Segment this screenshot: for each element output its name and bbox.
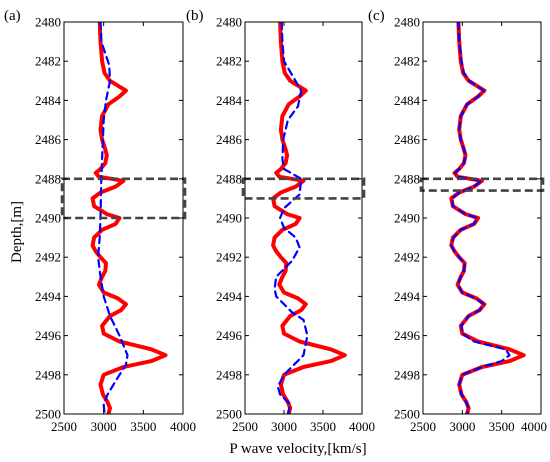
- x-axis-label: P wave velocity,[km/s]: [229, 441, 366, 457]
- y-tick-label: 2484: [35, 93, 62, 108]
- y-tick-label: 2488: [394, 171, 420, 186]
- x-tick-label: 3500: [489, 419, 515, 434]
- y-tick-label: 2482: [394, 54, 420, 69]
- x-tick-label: 2500: [410, 419, 436, 434]
- x-tick-label: 3000: [271, 419, 297, 434]
- y-tick-label: 2486: [216, 132, 243, 147]
- series-group: [271, 22, 347, 414]
- y-tick-label: 2498: [394, 367, 420, 382]
- x-tick-label: 4000: [170, 419, 196, 434]
- y-tick-label: 2482: [35, 54, 61, 69]
- x-tick-label: 3500: [310, 419, 336, 434]
- y-tick-label: 2488: [216, 171, 242, 186]
- y-tick-label: 2484: [216, 93, 243, 108]
- panel-1: 2480 2482 2484 2486 2488 2490 2492 2494 2496 2498…: [4, 8, 196, 434]
- y-tick-label: 2490: [35, 211, 61, 226]
- y-tick-label: 2484: [394, 93, 421, 108]
- y-tick-label: 2494: [35, 289, 62, 304]
- y-tick-label: 2496: [216, 328, 243, 343]
- x-tick-label: 4000: [521, 419, 547, 434]
- panel-label: (a): [4, 8, 21, 24]
- panels: 2480 2482 2484 2486 2488 2490 2492 2494 2496 2498…: [4, 8, 547, 434]
- y-tick-label: 2494: [216, 289, 243, 304]
- panel-3: 2480 2482 2484 2486 2488 2490 2492 2494 2496 2498…: [368, 8, 547, 434]
- series-group: [90, 22, 168, 414]
- y-tick-label: 2486: [35, 132, 62, 147]
- x-tick-label: 4000: [349, 419, 375, 434]
- y-tick-label: 2496: [35, 328, 62, 343]
- y-tick-label: 2490: [216, 211, 242, 226]
- y-axis-label: Depth,[m]: [9, 201, 25, 263]
- y-tick-label: 2492: [394, 250, 420, 265]
- y-tick-label: 2480: [35, 15, 61, 30]
- highlight-box: [241, 177, 366, 200]
- y-tick-label: 2496: [394, 328, 421, 343]
- series-solid-red: [271, 22, 347, 414]
- y-tick-label: 2500: [35, 407, 61, 422]
- panel-2: 2480 2482 2484 2486 2488 2490 2492 2494 2496 2498…: [186, 8, 375, 434]
- highlight-box: [60, 177, 187, 220]
- highlight-box: [419, 177, 545, 192]
- x-tick-label: 3000: [91, 419, 117, 434]
- x-tick-label: 2500: [232, 419, 258, 434]
- series-solid-red: [90, 22, 168, 414]
- y-tick-label: 2500: [394, 407, 420, 422]
- y-tick-label: 2482: [216, 54, 242, 69]
- x-tick-label: 3500: [130, 419, 156, 434]
- y-tick-label: 2498: [35, 367, 61, 382]
- x-tick-label: 2500: [51, 419, 77, 434]
- y-tick-label: 2494: [394, 289, 421, 304]
- y-tick-label: 2492: [216, 250, 242, 265]
- x-tick-label: 3000: [449, 419, 475, 434]
- y-tick-label: 2498: [216, 367, 242, 382]
- y-tick-label: 2500: [216, 407, 242, 422]
- y-tick-label: 2486: [394, 132, 421, 147]
- y-tick-label: 2488: [35, 171, 61, 186]
- series-dashed-blue: [450, 22, 511, 414]
- series-dashed-blue: [97, 22, 129, 414]
- y-tick-label: 2492: [35, 250, 61, 265]
- panel-label: (b): [186, 8, 204, 24]
- y-tick-label: 2480: [216, 15, 242, 30]
- series-group: [449, 22, 526, 414]
- y-tick-label: 2490: [394, 211, 420, 226]
- y-tick-label: 2480: [394, 15, 420, 30]
- series-dashed-blue: [273, 22, 309, 414]
- panel-label: (c): [368, 8, 385, 24]
